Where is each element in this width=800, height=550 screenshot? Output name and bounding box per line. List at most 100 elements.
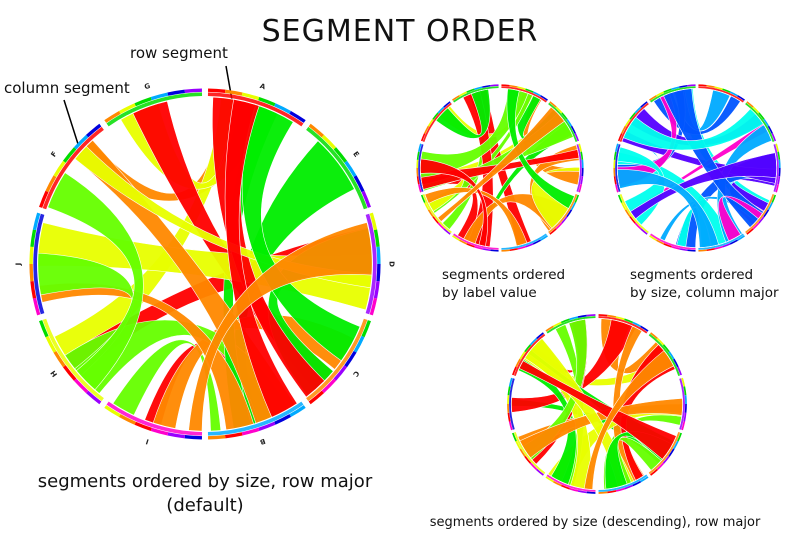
segment-arc (650, 86, 696, 103)
outer-ring-stripe (613, 151, 617, 160)
outer-ring-stripe (507, 404, 510, 413)
outer-ring-stripe (677, 432, 682, 442)
outer-ring-stripe (482, 84, 491, 88)
segment-arc (513, 333, 546, 376)
outer-ring-stripe (681, 421, 686, 431)
caption-line: by label value (442, 285, 537, 301)
segment-arc (509, 378, 515, 430)
caption-size-column-major: segments ordered by size, column major (630, 266, 779, 302)
outer-ring-stripe (640, 325, 649, 332)
outer-ring-stripe (62, 365, 77, 381)
outer-ring-stripe (512, 432, 517, 442)
outer-ring-stripe (656, 337, 665, 346)
outer-ring-stripe (683, 386, 687, 396)
outer-ring-stripe (208, 88, 226, 93)
outer-ring-stripe (529, 462, 538, 471)
outer-ring-stripe (729, 91, 738, 97)
outer-ring-stripe (555, 222, 563, 230)
column-segment-annotation: column segment (4, 79, 130, 97)
outer-ring-stripe (437, 222, 445, 230)
outer-ring-stripe (656, 91, 665, 97)
segment-label: H (49, 369, 59, 379)
outer-ring-stripe (574, 194, 580, 203)
outer-ring-stripe (525, 243, 534, 248)
outer-ring-stripe (427, 118, 434, 127)
outer-ring-stripe (656, 462, 665, 471)
outer-ring-stripe (466, 243, 475, 248)
outer-ring-stripe (578, 143, 582, 152)
outer-ring-stripe (167, 432, 186, 439)
chord-diagram-size-column-major (613, 84, 781, 252)
outer-ring-stripe (184, 435, 202, 440)
outer-ring-stripe (369, 297, 378, 316)
outer-ring-stripe (746, 101, 754, 108)
outer-ring-stripe (687, 249, 696, 252)
outer-ring-stripe (118, 414, 136, 425)
outer-ring-stripe (737, 95, 745, 101)
outer-ring-stripe (624, 118, 631, 127)
outer-ring-stripe (577, 314, 587, 318)
outer-ring-stripe (424, 125, 430, 134)
segment-arc (501, 86, 547, 103)
chord-ribbon (518, 360, 677, 460)
outer-ring-stripe (763, 209, 770, 218)
segment-label: F (49, 150, 58, 159)
outer-ring-stripe (258, 97, 276, 107)
outer-ring-stripe (615, 143, 619, 152)
outer-ring-stripe (698, 84, 707, 87)
chord-ribbon (663, 88, 764, 228)
outer-ring-stripe (29, 246, 34, 264)
outer-ring-stripe (466, 88, 475, 93)
outer-ring-stripe (673, 358, 679, 368)
segment-arc (42, 126, 104, 210)
outer-ring-stripe (683, 412, 687, 422)
outer-ring-stripe (208, 435, 226, 440)
outer-ring-stripe (104, 405, 121, 418)
outer-ring-stripe (104, 110, 121, 123)
segment-arc (548, 194, 578, 234)
chord-diagram-size-descending (507, 314, 687, 494)
outer-ring-stripe (598, 314, 608, 317)
outer-ring-stripe (615, 184, 619, 193)
outer-ring-stripe (758, 112, 765, 120)
outer-ring-stripe (722, 88, 731, 93)
segment-label: I (145, 437, 150, 445)
outer-ring-stripe (617, 133, 623, 142)
chord-diagram-size-row-major: A E D C B I H J F G (15, 82, 396, 446)
segment-arc (513, 432, 546, 475)
outer-ring-stripe (308, 390, 324, 405)
outer-ring-stripe (241, 92, 260, 101)
outer-ring-stripe (420, 194, 426, 203)
outer-ring-stripe (32, 297, 41, 316)
outer-ring-stripe (624, 484, 634, 490)
outer-ring-stripe (459, 239, 468, 245)
segment-arc (548, 102, 578, 142)
outer-ring-stripe (45, 175, 57, 193)
outer-ring-stripe (752, 106, 760, 114)
chord-ribbon (437, 106, 565, 223)
outer-ring-stripe (73, 378, 89, 394)
segment-arc (42, 318, 104, 402)
outer-ring-stripe (86, 123, 102, 138)
outer-ring-stripe (598, 491, 608, 494)
segment-arc (33, 213, 45, 315)
outer-ring-stripe (416, 159, 419, 168)
outer-ring-stripe (679, 84, 688, 88)
outer-ring-stripe (677, 366, 682, 376)
outer-ring-stripe (663, 243, 672, 248)
chord-ribbon (623, 108, 764, 151)
segment-arc (306, 126, 368, 210)
outer-ring-stripe (525, 88, 534, 93)
segment-arc (619, 194, 649, 234)
outer-ring-stripe (624, 318, 634, 324)
outer-ring-stripe (515, 440, 521, 450)
outer-ring-stripe (607, 490, 617, 494)
outer-ring-stripe (649, 95, 657, 101)
outer-ring-stripe (241, 427, 260, 436)
segment-arc (650, 233, 696, 250)
outer-ring-stripe (671, 245, 680, 250)
segment-arc (598, 316, 648, 334)
outer-ring-stripe (684, 395, 687, 404)
segment-arc (501, 233, 547, 250)
outer-ring-stripe (321, 378, 337, 394)
